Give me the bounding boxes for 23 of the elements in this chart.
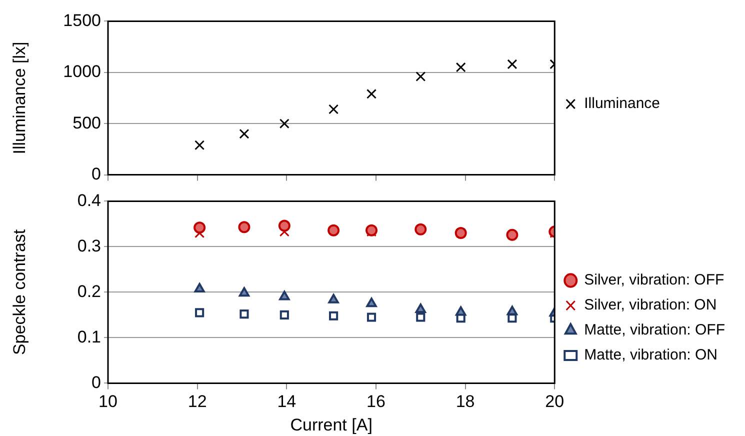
y-tick-label: 0 (92, 372, 101, 392)
y-tick-label: 0.2 (77, 282, 101, 301)
x-tick-label: 10 (98, 392, 118, 412)
y-tick-label: 1500 (63, 10, 101, 30)
legend-label: Silver, vibration: OFF (584, 272, 724, 289)
legend-label: Matte, vibration: ON (584, 346, 718, 364)
y-tick-label: 0 (92, 164, 101, 184)
x-tick-label: 16 (366, 392, 386, 412)
x-tick-label: 18 (456, 392, 475, 412)
x-tick-label: 14 (277, 392, 296, 412)
legend-label: Illuminance (584, 95, 660, 112)
y-axis-title: Speckle contrast (10, 229, 29, 356)
y-tick-label: 0.3 (77, 236, 101, 256)
y-axis-title: Illuminance [lx] (10, 42, 29, 154)
x-tick-label: 20 (545, 392, 564, 412)
y-tick-label: 1000 (63, 62, 101, 82)
legend-label: Matte, vibration: OFF (584, 322, 725, 339)
y-tick-label: 500 (72, 113, 101, 132)
x-tick-label: 12 (188, 392, 207, 412)
y-tick-label: 0.4 (77, 190, 101, 210)
legend-label: Silver, vibration: ON (584, 296, 717, 314)
y-tick-label: 0.1 (77, 327, 101, 346)
x-axis-title: Current [A] (290, 415, 372, 434)
